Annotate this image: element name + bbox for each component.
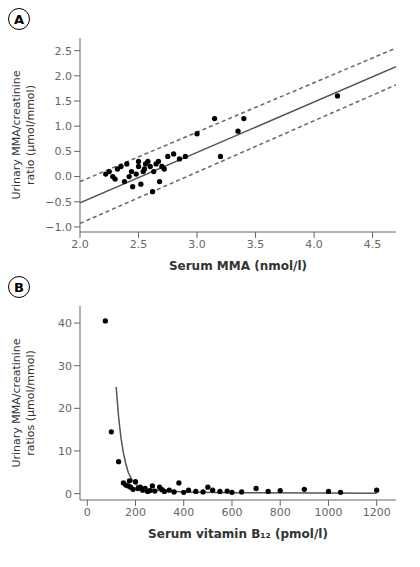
svg-text:0.0: 0.0 (55, 170, 73, 183)
html-text:A: A (14, 11, 24, 27)
svg-text:4.0: 4.0 (305, 238, 323, 251)
svg-text:0.5: 0.5 (55, 145, 73, 158)
svg-text:400: 400 (173, 506, 194, 519)
svg-text:Urinary MMA/creatinineratios (: Urinary MMA/creatinineratios (μmol/mmol) (10, 338, 37, 467)
svg-text:600: 600 (221, 506, 242, 519)
svg-text:3.0: 3.0 (188, 238, 206, 251)
svg-text:−1.0: −1.0 (45, 221, 72, 234)
svg-text:1200: 1200 (363, 506, 391, 519)
svg-text:Urinary MMA/creatinineratio (μ: Urinary MMA/creatinineratio (μmol/mmol) (10, 70, 37, 199)
svg-text:2.0: 2.0 (55, 70, 73, 83)
svg-text:Serum vitamin B₁₂ (pmol/l): Serum vitamin B₁₂ (pmol/l) (148, 527, 328, 541)
svg-text:−0.5: −0.5 (45, 196, 72, 209)
svg-text:0: 0 (84, 506, 91, 519)
svg-text:4.5: 4.5 (364, 238, 382, 251)
svg-text:2.5: 2.5 (130, 238, 148, 251)
html-text:B: B (14, 279, 24, 295)
svg-text:30: 30 (58, 360, 72, 373)
svg-text:200: 200 (125, 506, 146, 519)
svg-text:Serum MMA (nmol/l): Serum MMA (nmol/l) (169, 259, 307, 273)
svg-text:10: 10 (58, 445, 72, 458)
svg-text:3.5: 3.5 (247, 238, 265, 251)
svg-text:40: 40 (58, 317, 72, 330)
svg-text:800: 800 (270, 506, 291, 519)
svg-text:1.5: 1.5 (55, 95, 73, 108)
svg-text:2.0: 2.0 (71, 238, 89, 251)
svg-text:1.0: 1.0 (55, 120, 73, 133)
svg-text:1000: 1000 (314, 506, 342, 519)
svg-text:0: 0 (65, 488, 72, 501)
svg-text:2.5: 2.5 (55, 45, 73, 58)
svg-text:20: 20 (58, 402, 72, 415)
